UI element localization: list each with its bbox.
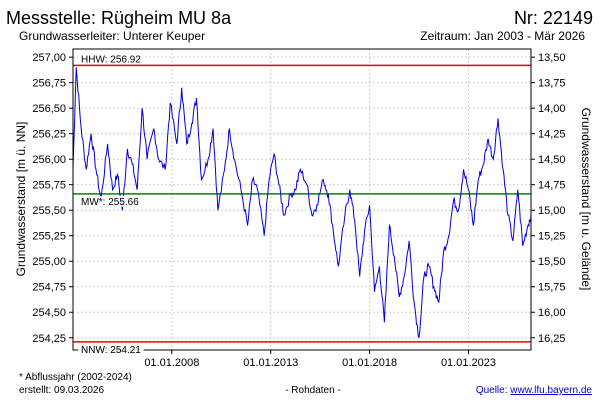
y2-tick-label: 14,50 [538,154,566,166]
y2-tick-label: 14,25 [538,129,566,141]
y2-tick-label: 13,50 [538,52,566,64]
y-tick-label: 256,00 [32,154,66,166]
y-tick-label: 254,50 [32,307,66,319]
x-tick-label: 01.01.2013 [243,357,298,369]
source: Quelle: www.lfu.bayern.de [476,385,593,396]
reference-label-bg [78,343,144,355]
y-axis-title: Grundwasserstand [m ü. NN] [14,122,28,277]
x-tick-label: 01.01.2023 [441,357,496,369]
x-tick-label: 01.01.2008 [144,357,199,369]
y2-axis-title: Grundwasserstand [m u. Gelände] [579,108,593,291]
y2-tick-label: 13,75 [538,78,566,90]
source-label: Quelle: [476,385,510,396]
y2-tick-label: 15,50 [538,256,566,268]
y2-tick-label: 15,00 [538,205,566,217]
y-tick-label: 255,75 [32,180,66,192]
x-tick-label: 01.01.2018 [342,357,397,369]
axis-ticks: 257,00 256,75 256,50 256,25 256,00 255,75 255,… [32,52,565,369]
y-tick-label: 256,75 [32,78,66,90]
y-tick-label: 255,50 [32,205,66,217]
reference-label: HHW: 256.92 [81,54,141,65]
y-tick-label: 254,75 [32,282,66,294]
y-tick-label: 255,00 [32,256,66,268]
reference-label-bg [78,53,144,65]
reference-label-bg [78,195,142,207]
grid [73,49,531,350]
y-tick-label: 256,25 [32,129,66,141]
footnote: * Abflussjahr (2002-2024) [19,372,132,383]
y2-tick-label: 16,00 [538,307,566,319]
y2-tick-label: 16,25 [538,333,566,345]
reference-lines [73,64,531,343]
y2-tick-label: 15,25 [538,231,566,243]
y2-tick-label: 14,00 [538,103,566,115]
source-link[interactable]: www.lfu.bayern.de [509,385,592,396]
y2-tick-label: 14,75 [538,180,566,192]
y-tick-label: 255,25 [32,231,66,243]
y-tick-label: 257,00 [32,52,66,64]
reference-label: MW*: 255.66 [81,197,139,208]
period-label: Zeitraum: Jan 2003 - Mär 2026 [420,29,585,43]
station-title: Messstelle: Rügheim MU 8a [6,8,232,28]
y-tick-label: 254,25 [32,333,66,345]
created-date: erstellt: 09.03.2026 [19,385,104,396]
reference-labels: HHW: 256.92 MW*: 255.66 NNW: 254.21 [78,53,144,356]
y2-tick-label: 15,75 [538,282,566,294]
raw-data-label: - Rohdaten - [285,385,341,396]
series-line [72,67,532,338]
y-tick-label: 256,50 [32,103,66,115]
reference-label: NNW: 254.21 [81,345,141,356]
station-number: Nr: 22149 [514,8,593,28]
plot-frame [72,48,532,351]
aquifer-label: Grundwasserleiter: Unterer Keuper [19,29,205,43]
